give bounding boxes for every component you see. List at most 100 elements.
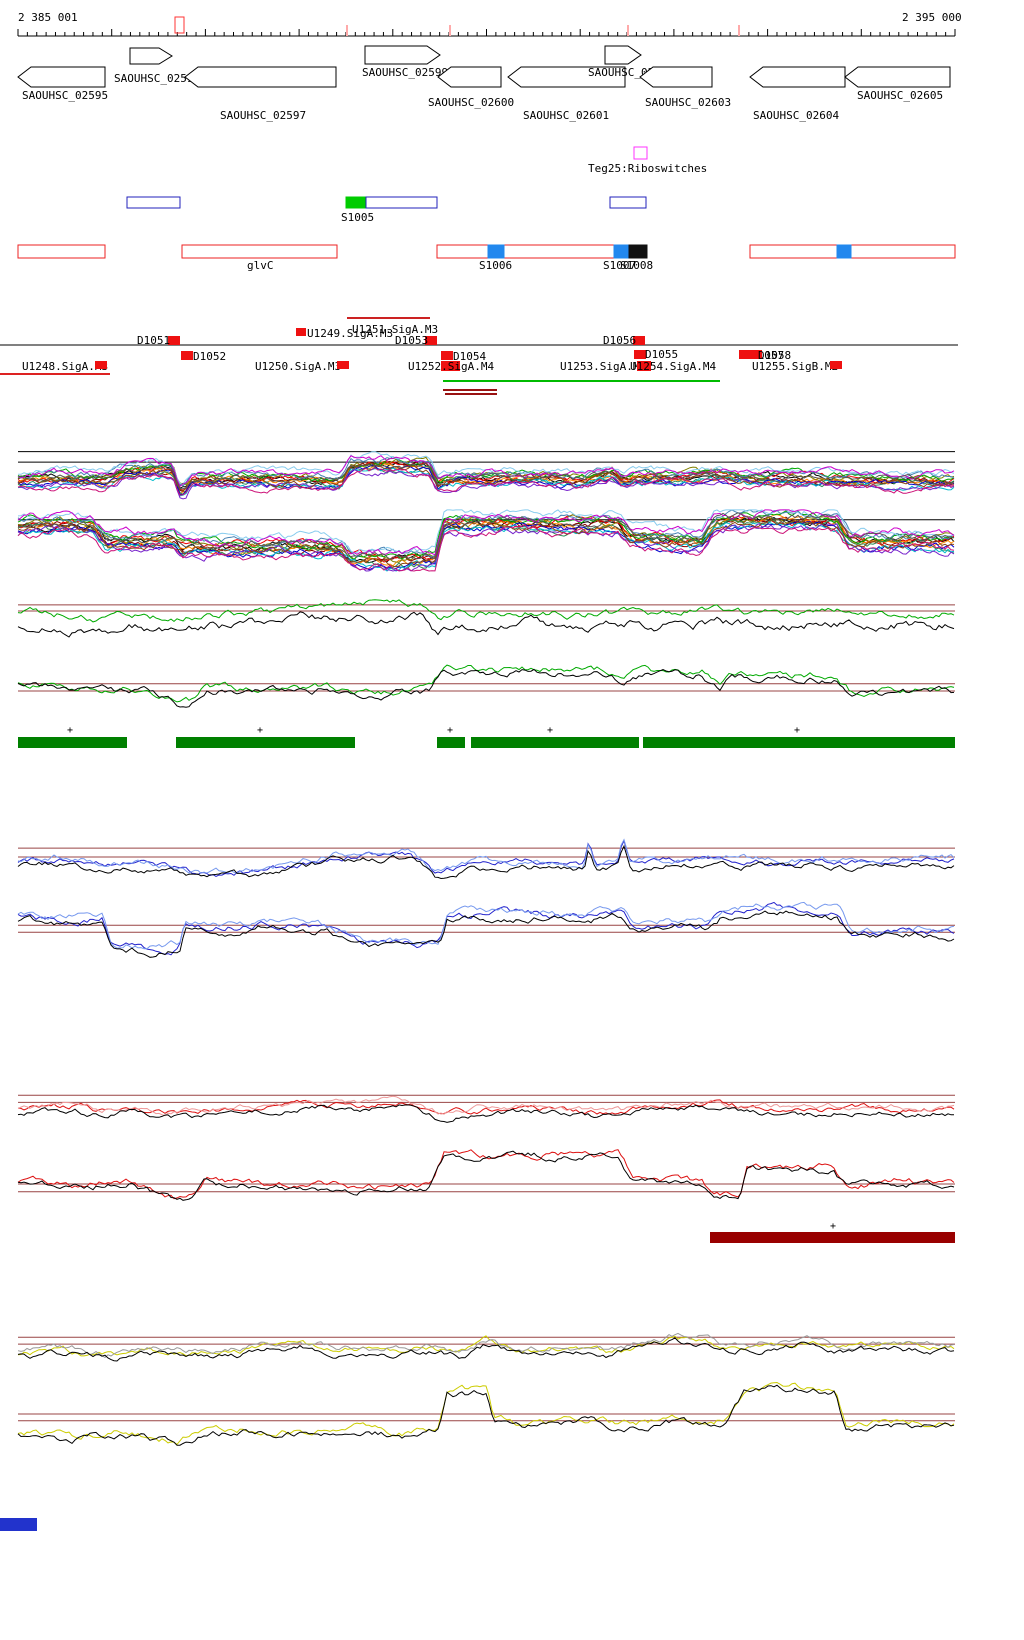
tu-flag[interactable] (337, 361, 349, 369)
gene-SAOUHSC_02596: SAOUHSC_02596 (114, 47, 200, 85)
tu-flag-D1052[interactable] (181, 351, 193, 360)
tu-flag-D1051[interactable] (168, 336, 180, 345)
srna-label: S1005 (341, 211, 374, 224)
tu-label: D1053 (395, 334, 428, 347)
gene-arrow[interactable] (184, 66, 337, 88)
gene-label: SAOUHSC_02605 (857, 89, 943, 102)
signal-trace (17, 467, 955, 497)
tu-flag[interactable] (830, 361, 842, 369)
gene-SAOUHSC_02603: SAOUHSC_02603 (639, 66, 731, 109)
tu-label: U1254.SigA.M4 (630, 360, 716, 373)
tu-flag-D1053[interactable] (425, 336, 437, 345)
signal-trace (17, 461, 955, 490)
gene-arrow[interactable] (639, 66, 713, 88)
gene-SAOUHSC_02599: SAOUHSC_02599 (362, 45, 448, 79)
ruler-end-coordinate: 2 395 000 (902, 11, 962, 24)
tu-label: D1052 (193, 350, 226, 363)
srna-box-S1005[interactable] (345, 196, 367, 209)
feature-box-S1008[interactable] (628, 244, 648, 259)
signal-trace (17, 839, 955, 877)
signal-green-plus (17, 599, 955, 638)
tu-flag-D1056[interactable] (633, 336, 645, 345)
signal-yellow-minus (17, 1381, 955, 1446)
transcript-box[interactable] (749, 244, 956, 259)
ruler-position-marker[interactable] (174, 16, 185, 34)
signal-trace (17, 524, 955, 572)
tu-flag-D1055[interactable] (634, 350, 646, 359)
riboswitch-label: Teg25:Riboswitches (588, 162, 707, 175)
riboswitch-box[interactable] (633, 146, 648, 160)
signal-trace (17, 901, 955, 956)
gene-label: SAOUHSC_02603 (645, 96, 731, 109)
gene-arrow[interactable] (844, 66, 951, 88)
gene-SAOUHSC_02605: SAOUHSC_02605 (844, 66, 951, 102)
signal-all-conditions-minus (17, 509, 955, 572)
segment-bar[interactable] (710, 1232, 955, 1243)
signal-trace (17, 901, 955, 950)
segment-bar[interactable] (643, 737, 955, 748)
signal-trace (17, 462, 955, 492)
signal-trace (17, 1332, 955, 1359)
feature-label: S1006 (479, 259, 512, 272)
gene-arrow[interactable] (507, 66, 626, 88)
strand-plus-mark: + (447, 725, 453, 736)
srna-box[interactable] (126, 196, 181, 209)
srna-box[interactable] (609, 196, 647, 209)
tu-label: D1055 (645, 348, 678, 361)
gene-label: SAOUHSC_02595 (22, 89, 108, 102)
segment-bar[interactable] (471, 737, 639, 748)
gene-SAOUHSC_02600: SAOUHSC_02600 (428, 66, 514, 109)
gene-arrow[interactable] (364, 45, 441, 65)
gene-label: SAOUHSC_02604 (753, 109, 839, 122)
tu-flag-D1057[interactable] (739, 350, 751, 359)
signal-trace (18, 512, 955, 560)
coverage-bar-green: + + + + + (18, 725, 955, 748)
signal-trace (17, 1381, 955, 1446)
gene-arrow[interactable] (129, 47, 173, 65)
signal-trace (17, 838, 955, 874)
strand-plus-mark: + (257, 725, 263, 736)
gene-arrow[interactable] (749, 66, 846, 88)
tu-flag-D1058[interactable] (750, 350, 762, 359)
gene-label: SAOUHSC_02601 (523, 109, 609, 122)
tu-label: U1248.SigA.M3 (22, 360, 108, 373)
gene-arrow[interactable] (604, 45, 642, 65)
transcript-box[interactable] (181, 244, 338, 259)
signal-yellow-plus (17, 1332, 955, 1362)
tu-flag-D1054[interactable] (441, 351, 453, 360)
signal-all-conditions-plus (17, 451, 955, 500)
signal-blue-minus (17, 901, 955, 958)
transcript-box[interactable] (17, 244, 106, 259)
signal-trace (17, 910, 955, 958)
gene-SAOUHSC_02601: SAOUHSC_02601 (507, 66, 626, 122)
signal-trace (17, 664, 955, 703)
signal-trace (17, 1337, 955, 1362)
feature-box-S1006[interactable] (487, 244, 505, 259)
feature-box-S1007[interactable] (613, 244, 630, 259)
signal-trace (17, 611, 955, 638)
tu-label: D1051 (137, 334, 170, 347)
feature-box[interactable] (836, 244, 852, 259)
segment-bar[interactable] (18, 737, 127, 748)
signal-trace (17, 509, 955, 556)
segment-bar[interactable] (176, 737, 355, 748)
transcript-label: glvC (247, 259, 274, 272)
riboswitch-annotation: Teg25:Riboswitches (588, 146, 707, 175)
tu-label: U1252.SigA.M4 (408, 360, 494, 373)
gene-SAOUHSC_02597: SAOUHSC_02597 (184, 66, 337, 122)
tu-start-box[interactable] (637, 361, 651, 371)
tu-label: U1253.SigA.M0 (560, 360, 646, 373)
signal-trace (17, 455, 955, 488)
tu-flag[interactable] (95, 361, 107, 369)
tu-start-box[interactable] (441, 361, 460, 371)
signal-trace (17, 1095, 955, 1117)
segment-bar[interactable] (437, 737, 465, 748)
signal-green-minus (17, 664, 955, 708)
srna-box[interactable] (365, 196, 438, 209)
tu-flag-U1249.SigA.M3[interactable] (296, 328, 306, 336)
gene-arrow[interactable] (17, 66, 106, 88)
signal-blue-plus (17, 838, 955, 880)
tu-label: D1056 (603, 334, 636, 347)
gene-arrow[interactable] (437, 66, 502, 88)
